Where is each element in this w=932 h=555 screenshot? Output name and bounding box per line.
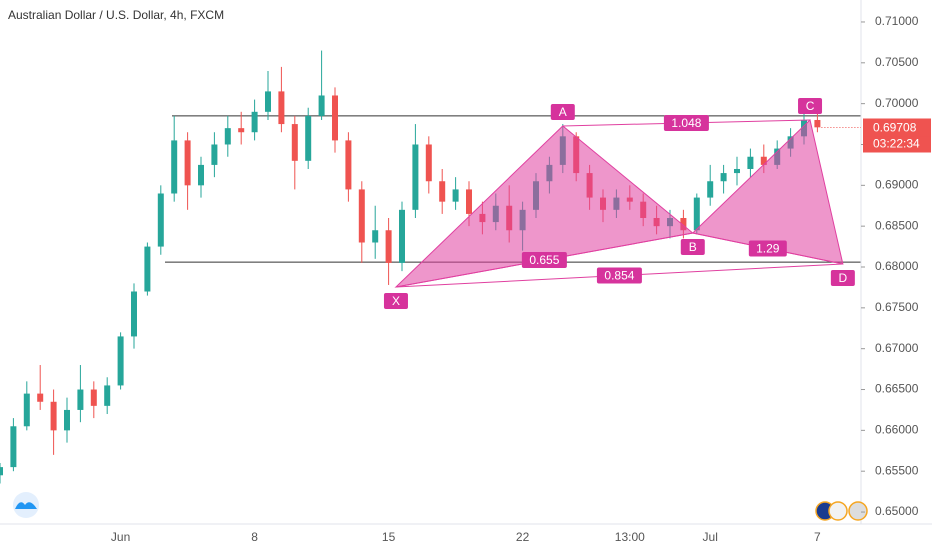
- candle-body: [64, 409, 70, 431]
- x-tick-label: Jun: [111, 530, 130, 544]
- candle-body: [305, 115, 312, 161]
- y-tick-label: 0.68500: [875, 218, 919, 232]
- candle-body: [318, 95, 325, 116]
- candle-body: [117, 336, 124, 386]
- point-label: B: [689, 240, 697, 254]
- candle-body: [814, 119, 821, 128]
- candle-body: [412, 144, 419, 210]
- x-tick-label: 22: [516, 530, 530, 544]
- point-box: [383, 293, 408, 310]
- candle-body: [0, 467, 3, 476]
- candle-body: [680, 217, 687, 231]
- ratio-label: 1.048: [671, 116, 701, 130]
- y-tick-label: 0.70000: [875, 96, 919, 110]
- y-tick-label: 0.71000: [875, 14, 919, 28]
- candle-body: [399, 209, 405, 263]
- candle-body: [278, 91, 285, 125]
- candle-body: [372, 230, 379, 243]
- candle-body: [760, 156, 767, 165]
- y-tick-label: 0.66500: [875, 382, 919, 396]
- countdown-label: 03:22:34: [873, 137, 920, 151]
- candle-body: [452, 189, 459, 202]
- candle-body: [198, 164, 204, 186]
- point-box: [798, 97, 823, 114]
- x-tick-label: 8: [251, 530, 258, 544]
- candle-body: [439, 181, 446, 202]
- candle-body: [385, 230, 392, 263]
- last-price-label: 0.69708: [873, 121, 917, 135]
- ratio-label: 0.655: [529, 253, 559, 267]
- candle-body: [157, 193, 164, 247]
- candle-body: [358, 189, 365, 243]
- logo: [13, 492, 39, 518]
- y-tick-label: 0.69000: [875, 177, 919, 191]
- candle-body: [707, 181, 714, 198]
- y-tick-label: 0.68000: [875, 259, 919, 273]
- x-tick-label: 13:00: [615, 530, 645, 544]
- x-tick-label: 7: [814, 530, 821, 544]
- candle-body: [224, 128, 231, 145]
- candle-body: [720, 173, 727, 182]
- candle-body: [238, 128, 245, 133]
- ratio-box: [596, 267, 642, 284]
- plot-area: 1.048 0.655 1.29 0.854 X A B C D: [0, 50, 861, 484]
- candle-body: [90, 389, 97, 406]
- candle-body: [104, 385, 111, 406]
- candle-body: [265, 91, 271, 112]
- candle-body: [144, 246, 151, 292]
- point-box: [550, 103, 575, 120]
- y-tick-label: 0.65500: [875, 463, 919, 477]
- y-tick-label: 0.66000: [875, 423, 919, 437]
- candle-body: [171, 140, 178, 194]
- ratio-label: 1.29: [756, 242, 780, 256]
- chart-title: Australian Dollar / U.S. Dollar, 4h, FXC…: [8, 8, 224, 22]
- point-label: D: [839, 271, 848, 285]
- candle-body: [211, 144, 218, 165]
- ratio-box: [663, 114, 709, 131]
- candle-body: [345, 140, 352, 190]
- x-tick-label: 15: [382, 530, 396, 544]
- flags: [815, 501, 868, 521]
- candle-body: [23, 393, 30, 427]
- point-label: A: [559, 105, 567, 119]
- ratio-box: [748, 240, 787, 257]
- y-tick-label: 0.65000: [875, 504, 919, 518]
- last-price-box: [863, 118, 931, 137]
- candle-body: [332, 95, 338, 141]
- point-box: [680, 239, 705, 256]
- candle-body: [466, 189, 472, 214]
- y-tick-label: 0.67500: [875, 300, 919, 314]
- candle-body: [425, 144, 432, 182]
- countdown-box: [863, 136, 931, 153]
- candle-body: [10, 426, 17, 468]
- candle-body: [291, 124, 298, 161]
- candle-body: [251, 111, 258, 133]
- ratio-box: [521, 252, 567, 269]
- point-label: X: [392, 294, 400, 308]
- ratio-label: 0.854: [604, 269, 634, 283]
- candle-body: [50, 401, 57, 431]
- candle-body: [693, 197, 700, 231]
- candle-body: [77, 389, 84, 410]
- candle-body: [131, 291, 137, 337]
- y-tick-label: 0.67000: [875, 341, 919, 355]
- candle-body: [184, 140, 191, 186]
- candle-body: [37, 393, 44, 402]
- candle-body: [747, 156, 754, 169]
- point-label: C: [806, 99, 815, 113]
- y-tick-label: 0.70500: [875, 55, 919, 69]
- candle-body: [734, 168, 740, 174]
- point-box: [830, 269, 855, 286]
- x-tick-label: Jul: [703, 530, 718, 544]
